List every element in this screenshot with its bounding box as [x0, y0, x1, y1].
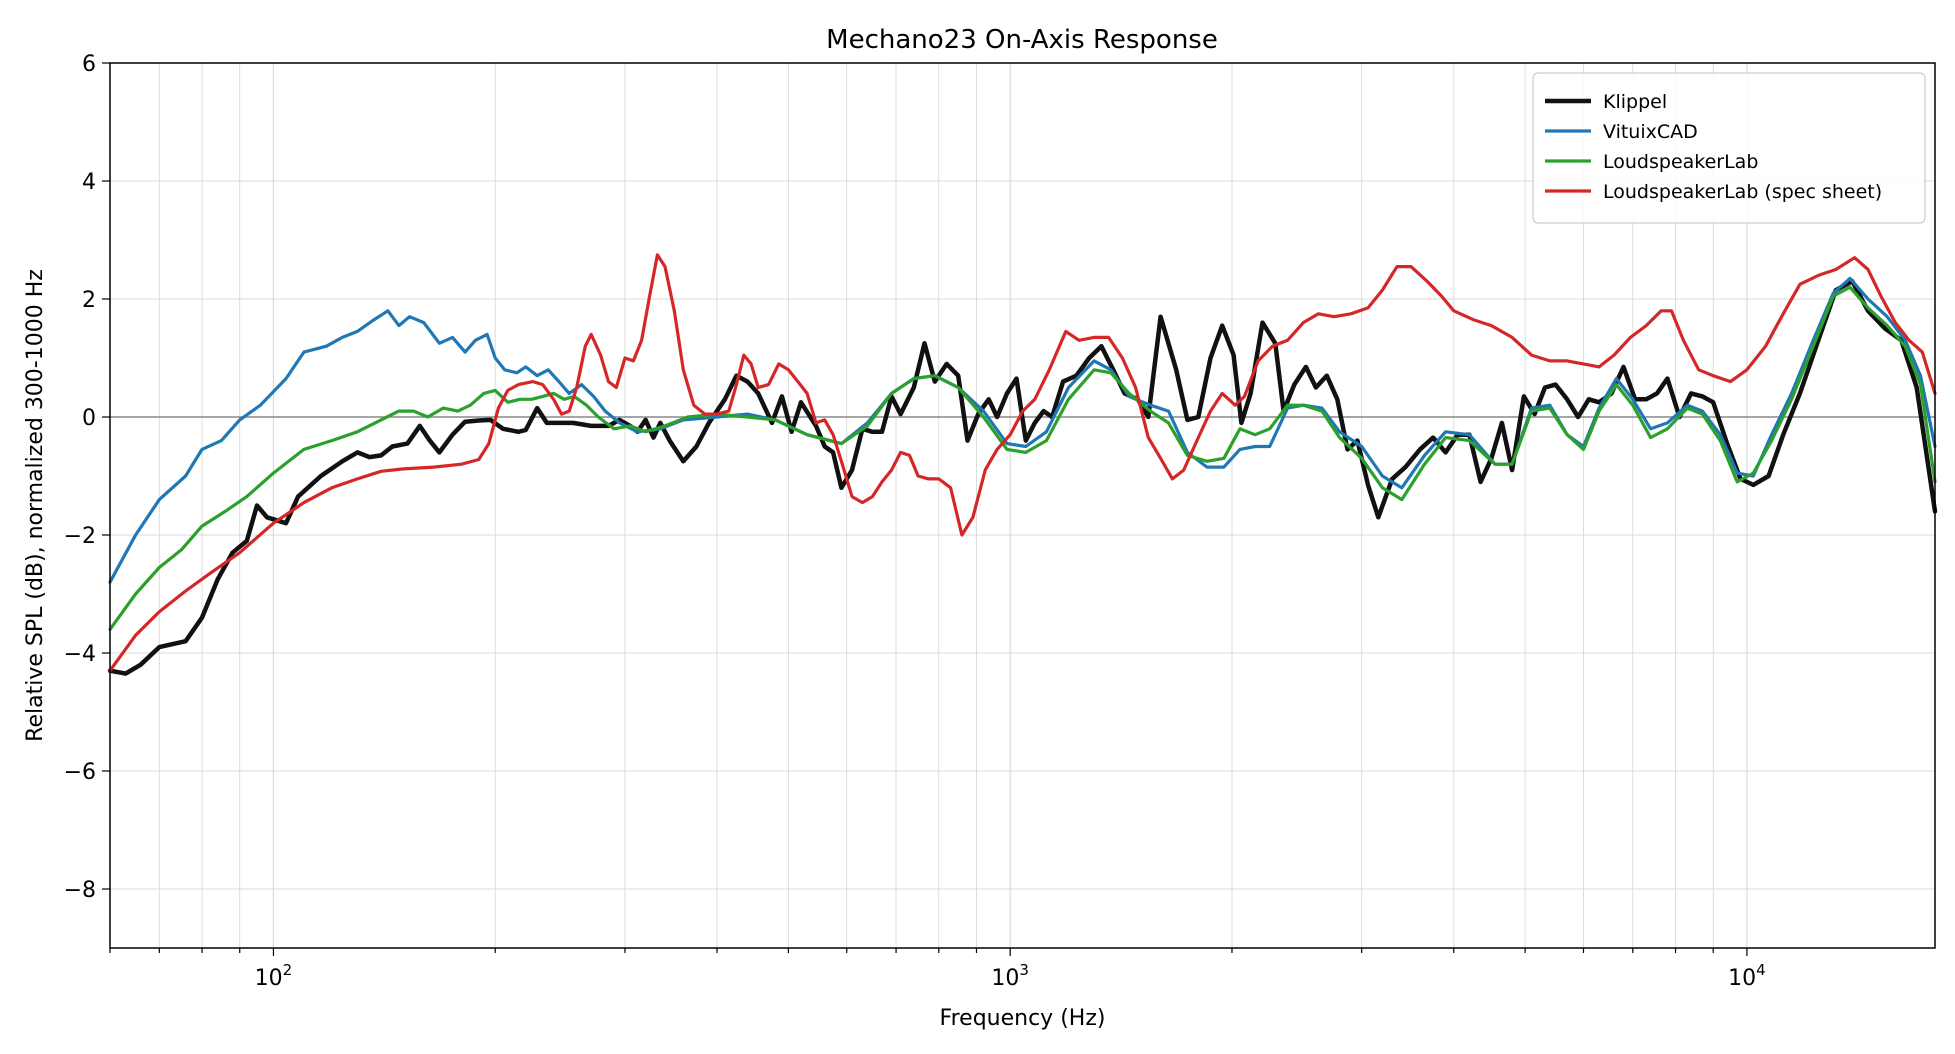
legend-label: LoudspeakerLab (spec sheet) [1603, 181, 1882, 203]
legend-box [1532, 72, 1926, 224]
x-axis-title: Frequency (Hz) [940, 1006, 1106, 1031]
y-tick-label: 4 [82, 170, 96, 195]
series-line-vituixcad [108, 276, 1937, 584]
series-line-loudspeakerlab-spec-sheet [108, 253, 1937, 673]
y-tick-label: −6 [64, 760, 96, 785]
plot-frame [109, 62, 1936, 949]
y-tick-label: 0 [82, 406, 96, 431]
y-axis-title: Relative SPL (dB), normalized 300-1000 H… [23, 269, 48, 742]
series-lines [107, 253, 1938, 676]
y-tick-label: −8 [64, 878, 96, 903]
series-line-loudspeakerlab [108, 285, 1937, 631]
chart-title: Mechano23 On-Axis Response [826, 25, 1218, 55]
y-tick-label: −4 [64, 642, 96, 667]
series-line-klippel [107, 279, 1938, 676]
legend-label: VituixCAD [1603, 121, 1698, 143]
y-tick-label: 6 [82, 52, 96, 77]
legend-label: Klippel [1603, 91, 1667, 113]
legend-label: LoudspeakerLab [1603, 151, 1758, 173]
y-tick-label: 2 [82, 288, 96, 313]
legend: Klippel VituixCAD LoudspeakerLab Loudspeake… [1532, 72, 1926, 224]
y-tick-label: −2 [64, 524, 96, 549]
